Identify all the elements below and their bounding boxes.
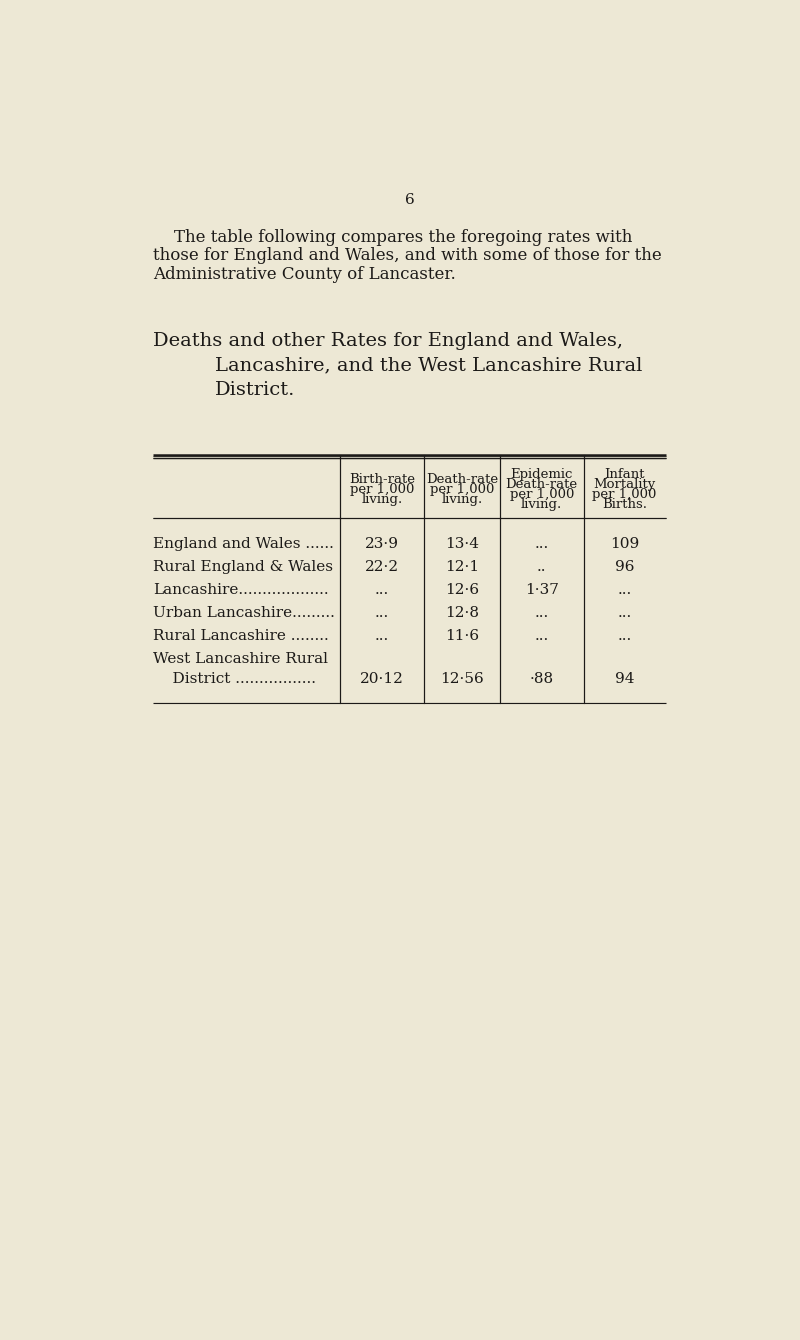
- Text: Deaths and other Rates for England and Wales,: Deaths and other Rates for England and W…: [153, 332, 622, 350]
- Text: Lancashire...................: Lancashire...................: [153, 583, 328, 596]
- Text: 20·12: 20·12: [360, 673, 404, 686]
- Text: Epidemic: Epidemic: [510, 468, 573, 481]
- Text: Births.: Births.: [602, 498, 647, 511]
- Text: 12·8: 12·8: [445, 606, 479, 620]
- Text: The table following compares the foregoing rates with: The table following compares the foregoi…: [153, 229, 632, 245]
- Text: ·88: ·88: [530, 673, 554, 686]
- Text: 6: 6: [405, 193, 415, 208]
- Text: 94: 94: [615, 673, 634, 686]
- Text: per 1,000: per 1,000: [593, 488, 657, 501]
- Text: Administrative County of Lancaster.: Administrative County of Lancaster.: [153, 265, 455, 283]
- Text: ...: ...: [618, 628, 632, 643]
- Text: living.: living.: [521, 498, 562, 511]
- Text: District .................: District .................: [153, 673, 316, 686]
- Text: 12·6: 12·6: [445, 583, 479, 596]
- Text: 12·56: 12·56: [440, 673, 484, 686]
- Text: Birth-rate: Birth-rate: [349, 473, 415, 486]
- Text: Rural Lancashire ........: Rural Lancashire ........: [153, 628, 329, 643]
- Text: England and Wales ......: England and Wales ......: [153, 536, 334, 551]
- Text: ...: ...: [534, 628, 549, 643]
- Bar: [100, 161, 720, 456]
- Text: ...: ...: [618, 583, 632, 596]
- Text: 96: 96: [615, 560, 634, 574]
- Text: 11·6: 11·6: [445, 628, 479, 643]
- Text: 12·1: 12·1: [445, 560, 479, 574]
- Text: District.: District.: [214, 381, 295, 399]
- Text: ...: ...: [375, 628, 390, 643]
- Text: ...: ...: [375, 583, 390, 596]
- Text: 22·2: 22·2: [365, 560, 399, 574]
- Text: ...: ...: [618, 606, 632, 620]
- Text: 109: 109: [610, 536, 639, 551]
- Text: those for England and Wales, and with some of those for the: those for England and Wales, and with so…: [153, 247, 662, 264]
- Text: West Lancashire Rural: West Lancashire Rural: [153, 653, 328, 666]
- Text: 23·9: 23·9: [365, 536, 399, 551]
- Bar: [100, 704, 720, 1193]
- Text: ..: ..: [537, 560, 546, 574]
- Text: Death-rate: Death-rate: [506, 478, 578, 492]
- Text: ...: ...: [375, 606, 390, 620]
- Text: per 1,000: per 1,000: [350, 484, 414, 496]
- Text: 1·37: 1·37: [525, 583, 558, 596]
- Text: living.: living.: [362, 493, 402, 507]
- Text: ...: ...: [534, 536, 549, 551]
- Text: Urban Lancashire.........: Urban Lancashire.........: [153, 606, 334, 620]
- Text: Lancashire, and the West Lancashire Rural: Lancashire, and the West Lancashire Rura…: [214, 356, 642, 374]
- Text: ...: ...: [534, 606, 549, 620]
- Text: living.: living.: [442, 493, 482, 507]
- Text: 13·4: 13·4: [445, 536, 479, 551]
- Text: Rural England & Wales: Rural England & Wales: [153, 560, 333, 574]
- Text: per 1,000: per 1,000: [430, 484, 494, 496]
- Text: Mortality: Mortality: [594, 478, 656, 492]
- Text: Infant: Infant: [605, 468, 645, 481]
- Text: Death-rate: Death-rate: [426, 473, 498, 486]
- Text: per 1,000: per 1,000: [510, 488, 574, 501]
